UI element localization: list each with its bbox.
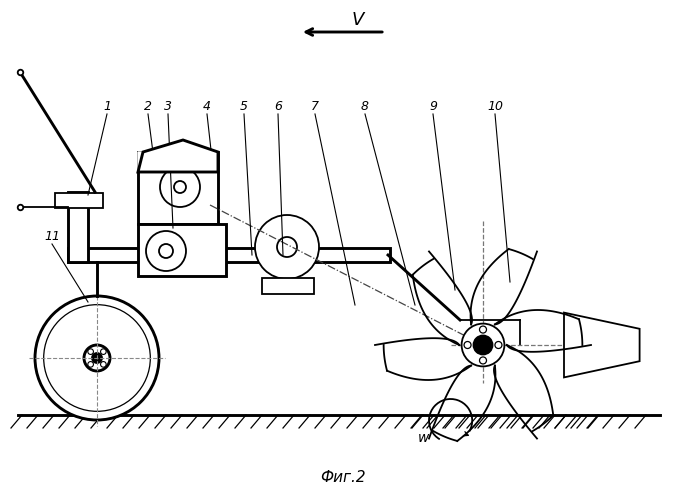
Circle shape xyxy=(479,341,487,349)
Text: 10: 10 xyxy=(487,100,503,114)
Text: 9: 9 xyxy=(429,100,437,114)
Circle shape xyxy=(480,357,486,364)
Circle shape xyxy=(480,326,486,333)
Circle shape xyxy=(277,237,297,257)
Text: Фиг.2: Фиг.2 xyxy=(320,470,365,486)
Circle shape xyxy=(44,304,150,412)
Text: 5: 5 xyxy=(240,100,248,114)
Text: 7: 7 xyxy=(311,100,319,114)
Bar xyxy=(68,248,390,262)
Circle shape xyxy=(473,336,493,354)
Circle shape xyxy=(88,349,93,354)
Circle shape xyxy=(100,349,106,354)
Polygon shape xyxy=(138,140,218,172)
Text: w: w xyxy=(418,431,429,445)
Circle shape xyxy=(146,231,186,271)
Circle shape xyxy=(35,296,159,420)
Circle shape xyxy=(255,215,319,279)
Bar xyxy=(68,192,88,262)
Circle shape xyxy=(160,167,200,207)
Circle shape xyxy=(462,324,504,366)
Circle shape xyxy=(100,362,106,367)
Polygon shape xyxy=(564,312,640,378)
Circle shape xyxy=(159,244,173,258)
Text: V: V xyxy=(352,11,364,29)
Bar xyxy=(138,224,226,276)
Text: 6: 6 xyxy=(274,100,282,114)
Circle shape xyxy=(495,342,502,348)
Bar xyxy=(138,152,218,224)
Circle shape xyxy=(464,342,471,348)
Text: 2: 2 xyxy=(144,100,152,114)
Circle shape xyxy=(84,345,110,371)
Text: 1: 1 xyxy=(103,100,111,114)
Circle shape xyxy=(92,353,102,363)
Bar xyxy=(262,278,314,294)
Text: 4: 4 xyxy=(203,100,211,114)
Bar xyxy=(55,193,103,208)
Text: 8: 8 xyxy=(361,100,369,114)
Text: 11: 11 xyxy=(44,230,60,243)
Polygon shape xyxy=(138,142,218,172)
Text: 3: 3 xyxy=(164,100,172,114)
Circle shape xyxy=(88,362,93,367)
Circle shape xyxy=(174,181,186,193)
